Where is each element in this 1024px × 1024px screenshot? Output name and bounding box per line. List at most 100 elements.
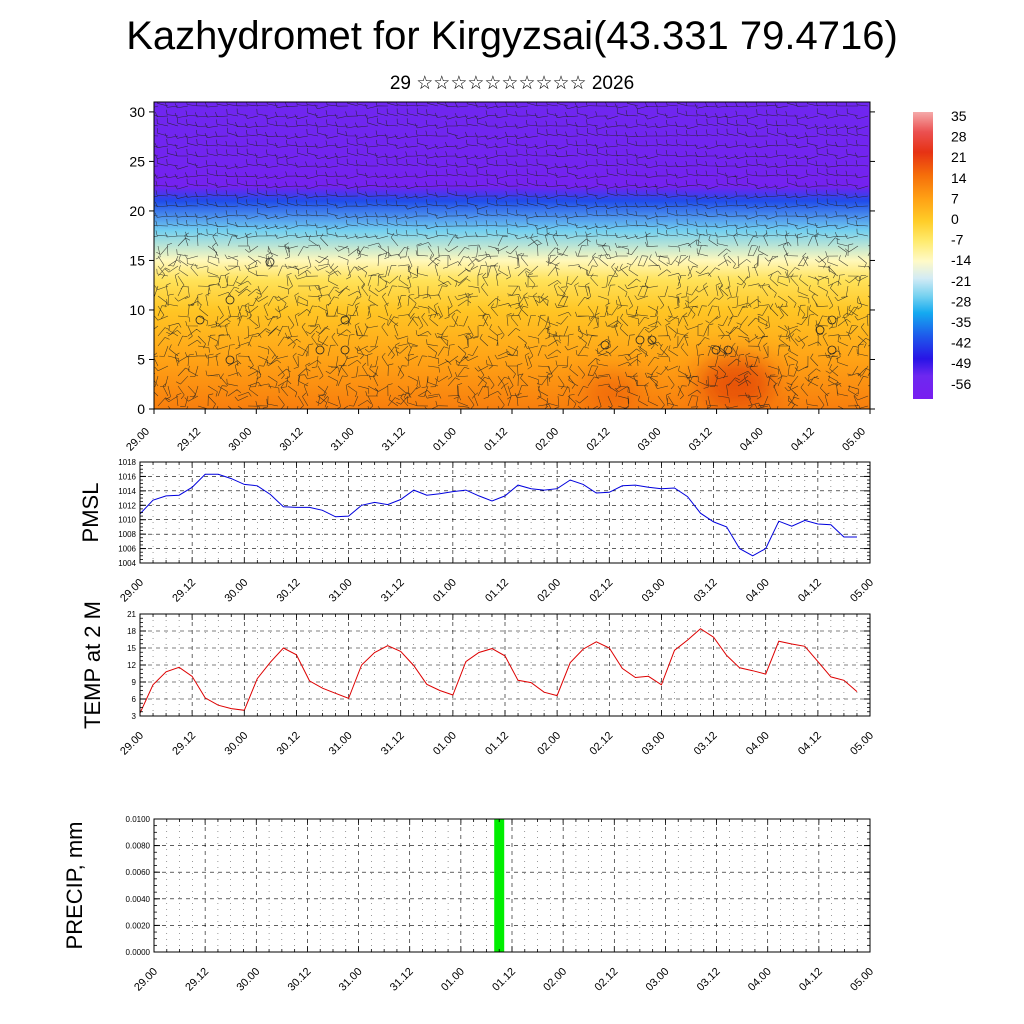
y-axis-title: PRECIP, mm	[62, 822, 87, 950]
y-tick-label: 15	[129, 252, 145, 268]
time-tick-label: 30.12	[286, 966, 314, 994]
time-tick-label: 29.00	[118, 577, 146, 605]
y-tick-label: 6	[132, 695, 137, 704]
calm-marker	[711, 345, 721, 355]
colorbar-label: -28	[951, 293, 971, 309]
time-tick-label: 05.00	[848, 577, 876, 605]
wind-barbs	[154, 102, 870, 409]
precip-panel: 0.0000 0.0020 0.0040 0.0060 0.0080 0.0100 PREC…	[62, 815, 876, 994]
time-tick-label: 01.12	[482, 426, 510, 454]
y-tick-label: 12	[127, 661, 136, 670]
time-tick-label: 02.12	[587, 577, 615, 605]
time-tick-label: 03.12	[695, 966, 723, 994]
calm-marker	[265, 257, 275, 267]
time-tick-label: 04.00	[746, 966, 774, 994]
colorbar-label: -42	[951, 335, 971, 351]
time-tick-label: 31.00	[327, 730, 355, 758]
time-tick-label: 01.00	[431, 730, 459, 758]
y-axis-title: PMSL	[78, 483, 103, 543]
colorbar-label: 21	[951, 149, 967, 165]
colorbar-strip	[913, 112, 933, 399]
time-tick-label: 31.00	[327, 577, 355, 605]
colorbar-label: 0	[951, 211, 959, 227]
time-tick-label: 29.00	[124, 426, 152, 454]
temp-panel: 3 6 9 12 15 18 21 TEMP at 2 M 29.00 29.12 30.00 30.…	[80, 601, 876, 758]
time-tick-label: 31.12	[379, 730, 407, 758]
colorbar-label: 14	[951, 170, 967, 186]
time-tick-label: 01.00	[439, 966, 467, 994]
colorbar-label: -56	[951, 376, 971, 392]
calm-marker	[340, 315, 350, 325]
y-tick-label: 0.0080	[126, 842, 151, 851]
time-tick-label: 31.00	[337, 966, 365, 994]
y-tick-label: 1010	[118, 516, 136, 525]
time-tick-label: 03.00	[640, 730, 668, 758]
y-tick-label: 9	[132, 678, 137, 687]
time-tick-label: 02.00	[533, 426, 561, 454]
y-tick-label: 0.0000	[126, 948, 151, 957]
cross-section-panel: 0 5 10 15 20 25 30 29.00 29.12 30.00 30.12 31.00 31.…	[124, 101, 875, 454]
calm-marker	[600, 340, 610, 350]
time-tick-label: 04.00	[744, 577, 772, 605]
time-tick-label: 05.00	[840, 426, 868, 454]
calm-marker	[723, 345, 733, 355]
time-tick-label: 29.12	[183, 966, 211, 994]
time-tick-label: 01.12	[483, 577, 511, 605]
wind-barb-field	[154, 102, 870, 409]
y-tick-label: 1018	[118, 458, 136, 467]
time-tick-label: 29.12	[175, 426, 203, 454]
y-tick-label: 0.0060	[126, 868, 151, 877]
y-tick-label: 21	[127, 610, 136, 619]
colorbar-label: 7	[951, 190, 959, 206]
precip-bar	[494, 819, 505, 952]
time-tick-label: 30.12	[275, 577, 303, 605]
calm-marker	[315, 345, 325, 355]
colorbar-label: 28	[951, 129, 967, 145]
time-tick-label: 04.12	[789, 426, 817, 454]
time-tick-label: 30.00	[222, 730, 250, 758]
time-tick-label: 01.00	[431, 426, 459, 454]
y-tick-label: 20	[129, 203, 145, 219]
time-tick-label: 30.12	[278, 426, 306, 454]
time-tick-label: 29.00	[132, 966, 160, 994]
time-tick-label: 03.12	[687, 426, 715, 454]
chart-title: Kazhydromet for Kirgyzsai(43.331 79.4716…	[126, 14, 898, 58]
time-tick-label: 01.12	[483, 730, 511, 758]
time-tick-label: 29.12	[170, 577, 198, 605]
time-tick-label: 04.12	[796, 730, 824, 758]
warm-anomaly	[584, 372, 640, 408]
y-tick-label: 15	[127, 644, 136, 653]
calm-marker	[225, 295, 235, 305]
series-line	[139, 628, 858, 714]
y-tick-label: 1008	[118, 530, 136, 539]
calm-marker	[340, 345, 350, 355]
chart-subtitle: 29 ☆☆☆☆☆☆☆☆☆☆ 2026	[389, 73, 635, 94]
y-tick-label: 1016	[118, 472, 136, 481]
colorbar-label: -14	[951, 252, 971, 268]
y-tick-label: 0	[137, 401, 145, 417]
y-tick-label: 5	[137, 351, 145, 367]
time-tick-label: 02.12	[584, 426, 612, 454]
calm-marker	[815, 325, 825, 335]
time-tick-label: 29.00	[118, 730, 146, 758]
warm-anomaly	[699, 356, 775, 408]
y-tick-label: 30	[129, 104, 145, 120]
time-tick-label: 03.12	[692, 730, 720, 758]
time-tick-label: 31.00	[329, 426, 357, 454]
y-tick-label: 0.0040	[126, 895, 151, 904]
time-tick-label: 04.00	[744, 730, 772, 758]
calm-marker	[827, 315, 837, 325]
colorbar-label: -49	[951, 355, 971, 371]
time-tick-label: 31.12	[388, 966, 416, 994]
time-tick-label: 30.00	[234, 966, 262, 994]
colorbar-label: -7	[951, 232, 964, 248]
time-tick-label: 05.00	[848, 730, 876, 758]
time-tick-label: 30.12	[275, 730, 303, 758]
y-tick-label: 1004	[118, 559, 136, 568]
time-tick-label: 01.00	[431, 577, 459, 605]
time-tick-label: 29.12	[170, 730, 198, 758]
time-tick-label: 04.12	[797, 966, 825, 994]
time-tick-label: 02.12	[592, 966, 620, 994]
y-tick-label: 1014	[118, 487, 136, 496]
